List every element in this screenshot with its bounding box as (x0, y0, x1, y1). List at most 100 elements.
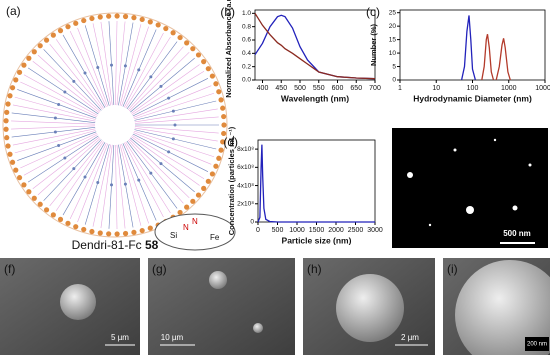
branch (14, 130, 96, 154)
branch (49, 140, 103, 207)
ferrocene (184, 204, 190, 210)
x-tick-label: 2000 (328, 227, 344, 234)
branch (126, 140, 178, 209)
ferrocene (50, 212, 56, 218)
branch (119, 144, 142, 226)
ferrocene (114, 13, 120, 19)
ferrocene (21, 62, 27, 68)
scale-box (525, 337, 549, 351)
ferrocene (7, 151, 13, 157)
ferrocene (209, 171, 216, 177)
ferrocene (4, 109, 10, 115)
plot-frame (257, 139, 376, 223)
branch (62, 34, 106, 108)
y-axis-label: Normalized Absorbance (a.u.) (224, 0, 233, 98)
x-tick-label: 1000 (289, 227, 305, 234)
x-tick-label: 550 (313, 85, 325, 92)
branch (14, 96, 96, 120)
series-line (257, 144, 375, 223)
ferrocene (190, 198, 196, 204)
branch (131, 135, 205, 179)
x-tick-label: 600 (332, 85, 344, 92)
ferrocene (221, 130, 227, 137)
node (167, 150, 171, 154)
ferrocene (216, 155, 222, 161)
branch (43, 49, 102, 111)
branch (132, 78, 209, 117)
inset-text: N (183, 223, 189, 232)
x-tick-label: 1500 (309, 227, 325, 234)
branch (100, 21, 113, 106)
scale-label: 200 nm (527, 342, 547, 348)
y-tick-label: 8x10⁸ (237, 146, 254, 153)
inset-text: Si (170, 231, 177, 240)
branch (131, 64, 200, 114)
x-tick-label: 400 (257, 85, 269, 92)
branch (11, 120, 96, 125)
node (123, 64, 127, 68)
branch (12, 104, 96, 122)
branch (121, 143, 149, 224)
ferrocene (65, 24, 71, 30)
branch (32, 61, 100, 113)
plot-frame (254, 9, 376, 81)
branch (119, 24, 142, 106)
branch (108, 144, 115, 229)
ferrocene (218, 147, 224, 153)
ferrocene (65, 220, 71, 226)
x-tick-label: 650 (350, 85, 362, 92)
branch (11, 112, 96, 123)
ferrocene (122, 230, 129, 237)
sphere (336, 274, 404, 342)
ferrocene (201, 59, 207, 65)
branch (23, 134, 98, 176)
branch (37, 54, 101, 112)
ferrocene (43, 37, 50, 43)
caption-number: 58 (145, 238, 159, 252)
ferrocene (177, 209, 183, 216)
ferrocene (139, 16, 145, 23)
ferrocene (26, 55, 32, 61)
ferrocene (209, 73, 216, 79)
branch (17, 89, 97, 119)
node (110, 63, 114, 67)
ferrocene (73, 20, 79, 26)
y-tick-label: 5 (392, 63, 396, 70)
ferrocene (131, 15, 137, 21)
branch (132, 133, 209, 172)
ferrocene (220, 105, 226, 111)
node (159, 84, 163, 88)
outline (2, 12, 228, 238)
ferrocene (89, 15, 95, 22)
series-line (254, 12, 376, 80)
node (137, 68, 141, 72)
sphere (60, 284, 96, 320)
branch (122, 143, 157, 221)
branch (43, 139, 102, 201)
ferrocene (81, 17, 87, 24)
ferrocene (213, 163, 219, 169)
ferrocene (139, 227, 145, 234)
y-tick-label: 6x10⁸ (237, 164, 254, 171)
branch (49, 43, 103, 110)
branch (55, 39, 104, 109)
x-tick-label: 0 (256, 227, 260, 234)
sphere (209, 271, 227, 289)
panel-label: (f) (4, 262, 15, 276)
node (171, 109, 175, 113)
y-tick-label: 0.4 (242, 50, 251, 57)
ferrocene (37, 43, 43, 49)
ferrocene (7, 93, 13, 99)
panel-label: (h) (307, 262, 322, 276)
scale-label: 2 µm (401, 333, 419, 342)
ferrocene (9, 159, 16, 165)
branch (118, 22, 134, 106)
branch (115, 144, 118, 229)
scale-bar (500, 242, 535, 244)
y-tick-label: 0.0 (242, 77, 251, 84)
branch (92, 23, 112, 106)
branch (84, 144, 110, 225)
ferrocene (3, 126, 9, 132)
branch (23, 74, 98, 116)
